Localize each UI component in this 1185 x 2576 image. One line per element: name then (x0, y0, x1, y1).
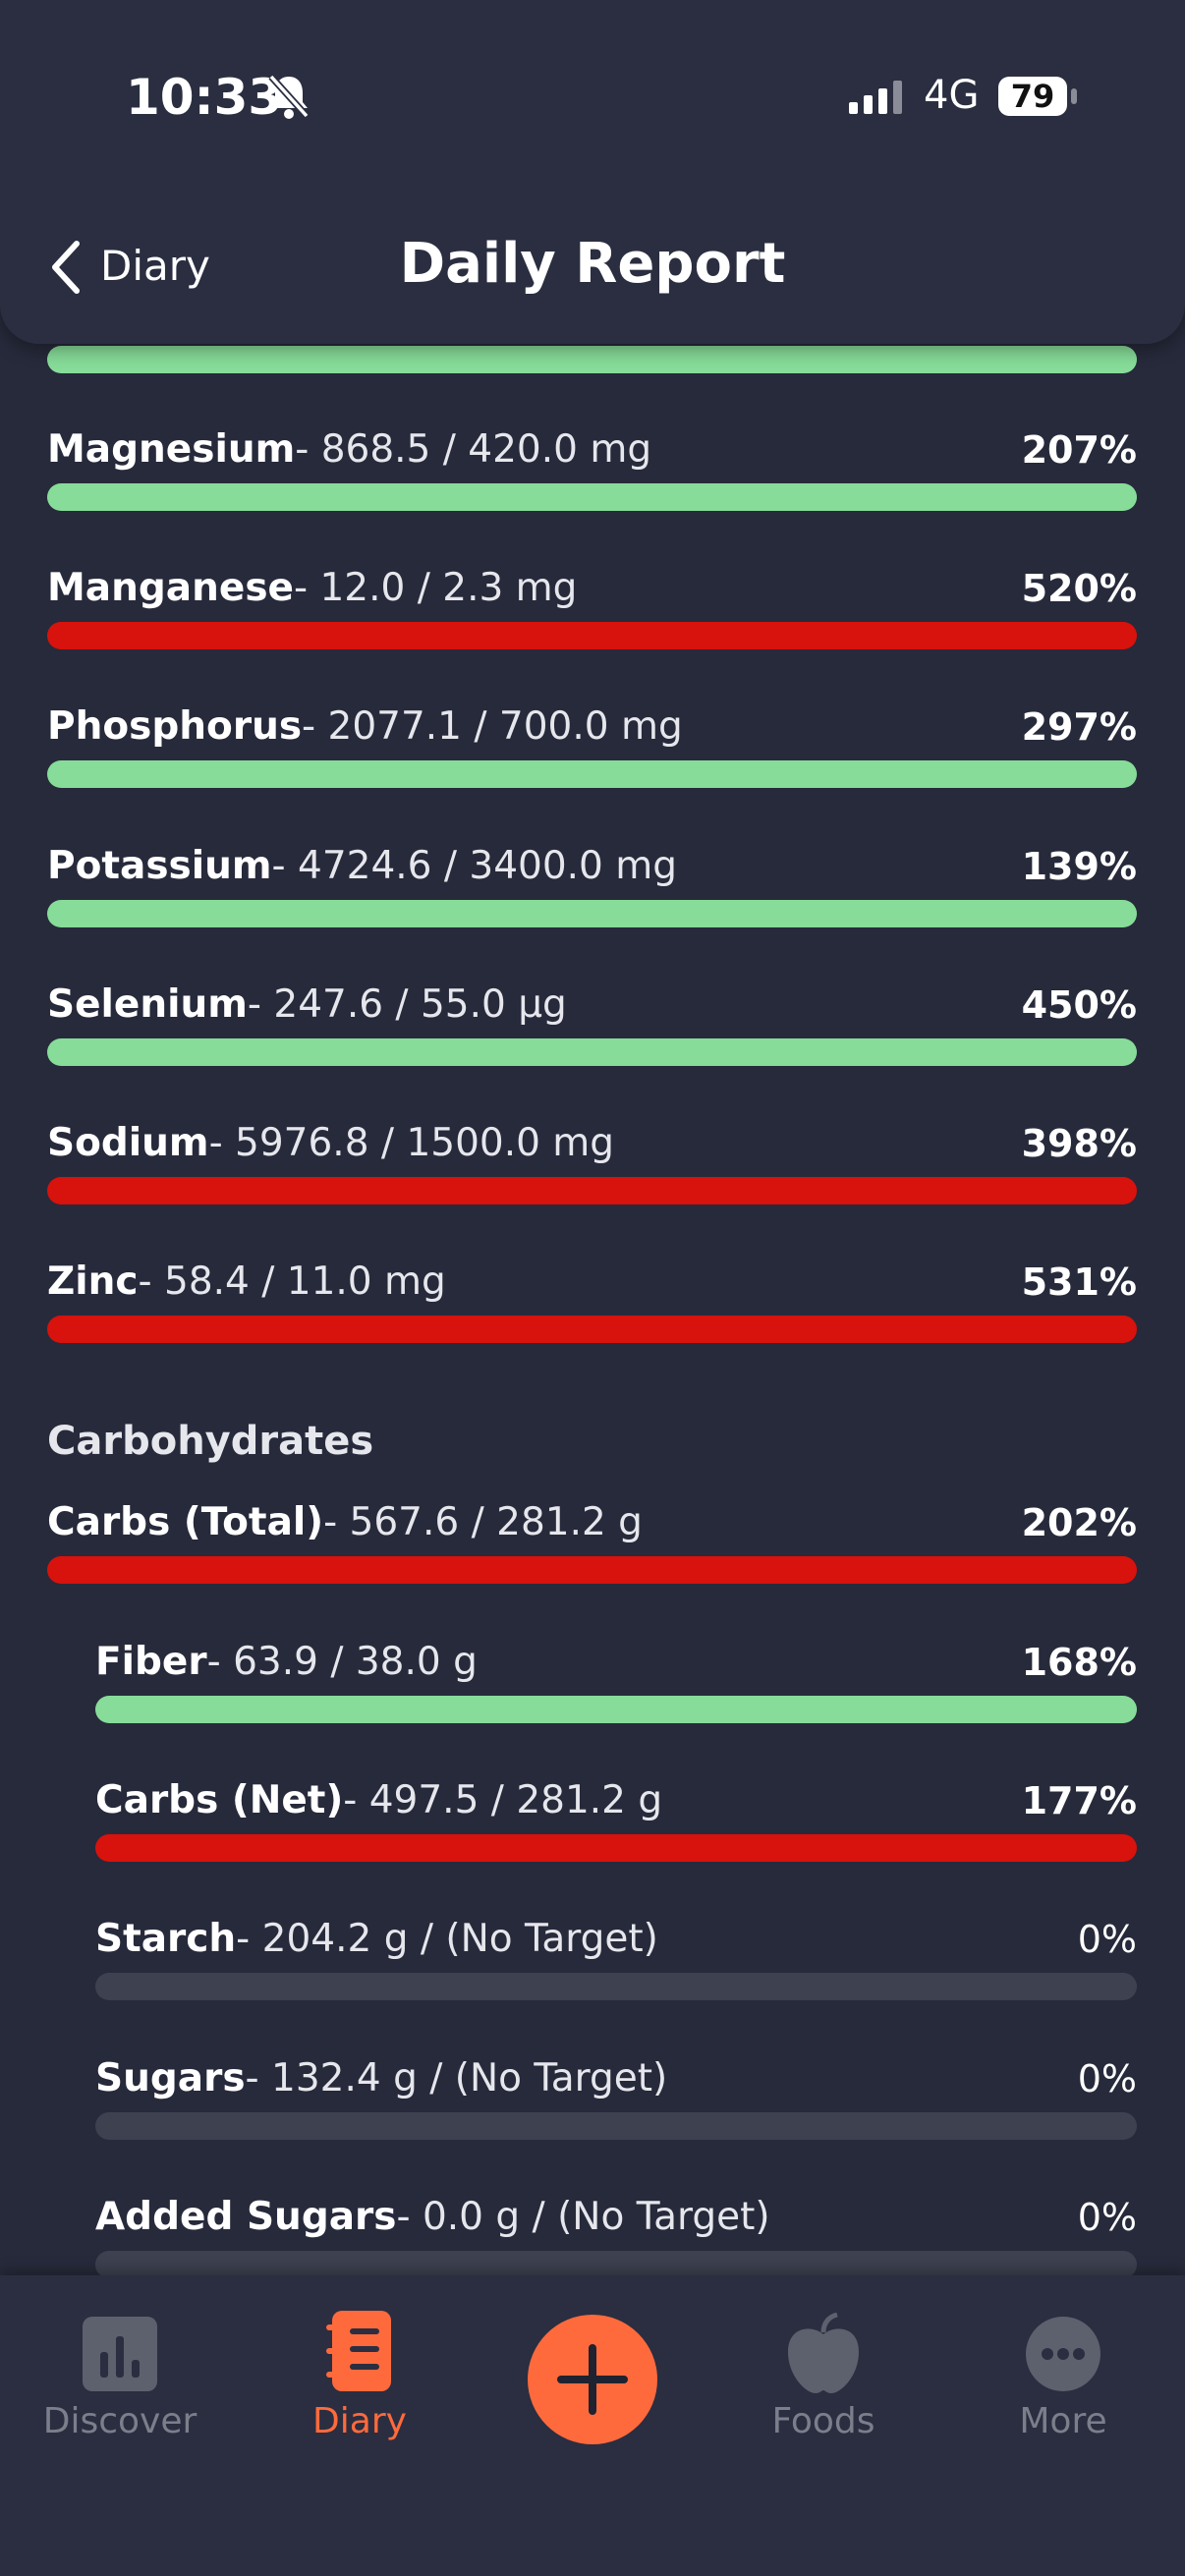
nutrient-detail: - 132.4 g / (No Target) (245, 2055, 668, 2100)
nutrient-percent: 0% (1077, 2195, 1137, 2239)
nutrient-name: Manganese (47, 566, 295, 611)
battery: 79 (998, 77, 1067, 116)
nutrient-detail: - 2077.1 / 700.0 mg (302, 704, 683, 750)
nutrient-label: Carbs (Total)- 567.6 / 281.2 g (47, 1498, 643, 1547)
nutrient-percent: 168% (1021, 1641, 1137, 1684)
progress-bar (95, 1834, 1137, 1863)
progress-bar (47, 760, 1137, 789)
nutrient-label: Zinc- 58.4 / 11.0 mg (47, 1258, 446, 1307)
page-title: Daily Report (399, 232, 786, 296)
network-label: 4G (924, 73, 980, 118)
nutrient-label: Magnesium- 868.5 / 420.0 mg (47, 425, 651, 475)
bell-muted-icon (268, 74, 310, 119)
nutrient-percent: 139% (1021, 844, 1137, 888)
nutrient-detail: - 247.6 / 55.0 µg (247, 981, 567, 1027)
battery-cap (1071, 88, 1077, 104)
nutrient-percent: 202% (1021, 1501, 1137, 1544)
nutrient-name: Phosphorus (47, 704, 303, 750)
progress-bar (95, 2111, 1137, 2140)
nutrient-name: Zinc (47, 1260, 139, 1305)
nutrient-percent: 520% (1021, 567, 1137, 611)
nutrient-name: Magnesium (47, 427, 296, 472)
nutrient-percent: 398% (1021, 1122, 1137, 1165)
nutrient-name: Added Sugars (95, 2194, 397, 2239)
nav-label[interactable]: Foods (771, 2401, 875, 2441)
nutrient-name: Starch (95, 1917, 237, 1962)
back-button[interactable]: Diary (100, 242, 210, 290)
nutrient-detail: - 58.4 / 11.0 mg (138, 1260, 446, 1305)
nutrient-label: Sodium- 5976.8 / 1500.0 mg (47, 1119, 614, 1168)
nutrient-name: Potassium (47, 843, 272, 888)
diary-icon[interactable] (324, 2309, 393, 2393)
back-chevron[interactable] (47, 240, 86, 295)
nutrient-name: Fiber (95, 1640, 207, 1684)
discover-icon[interactable] (81, 2315, 159, 2393)
progress-bar (47, 1556, 1137, 1584)
nutrient-label: Selenium- 247.6 / 55.0 µg (47, 980, 567, 1030)
nutrient-label: Added Sugars- 0.0 g / (No Target) (95, 2193, 770, 2242)
nutrient-name: Carbs (Total) (47, 1500, 324, 1544)
nutrient-detail: - 868.5 / 420.0 mg (295, 427, 652, 472)
nutrient-label: Starch- 204.2 g / (No Target) (95, 1915, 658, 1964)
nutrient-name: Carbs (Net) (95, 1778, 344, 1823)
nutrient-detail: - 0.0 g / (No Target) (396, 2194, 770, 2239)
nutrient-name: Selenium (47, 981, 248, 1027)
nutrient-label: Potassium- 4724.6 / 3400.0 mg (47, 842, 677, 891)
nutrient-percent: 207% (1021, 428, 1137, 472)
nav-label[interactable]: More (1019, 2401, 1107, 2441)
progress-bar (47, 1316, 1137, 1344)
progress-bar (47, 899, 1137, 927)
nav-label[interactable]: Diary (312, 2401, 407, 2441)
progress-bar (47, 622, 1137, 650)
nutrient-name: Sodium (47, 1121, 209, 1165)
progress-bar (95, 1696, 1137, 1723)
progress-bar (95, 1973, 1137, 2001)
nutrient-label: Phosphorus- 2077.1 / 700.0 mg (47, 702, 683, 752)
nutrient-detail: - 63.9 / 38.0 g (206, 1640, 478, 1684)
progress-bar (47, 1177, 1137, 1204)
nutrient-percent: 0% (1077, 1918, 1137, 1962)
nutrient-percent: 0% (1077, 2056, 1137, 2100)
nutrient-detail: - 5976.8 / 1500.0 mg (208, 1121, 615, 1165)
nutrient-label: Manganese- 12.0 / 2.3 mg (47, 564, 577, 613)
nutrient-detail: - 497.5 / 281.2 g (343, 1778, 663, 1823)
nutrient-percent: 177% (1021, 1779, 1137, 1823)
progress-bar (95, 2250, 1137, 2278)
nutrient-detail: - 567.6 / 281.2 g (323, 1500, 643, 1544)
foods-icon[interactable] (784, 2313, 863, 2395)
nutrient-label: Sugars- 132.4 g / (No Target) (95, 2054, 667, 2103)
signal-icon (849, 81, 902, 114)
progress-bar (47, 1037, 1137, 1066)
nutrient-percent: 297% (1021, 705, 1137, 750)
nav-label[interactable]: Discover (42, 2401, 198, 2441)
nutrient-name: Sugars (95, 2055, 246, 2100)
nutrient-percent: 531% (1021, 1260, 1137, 1305)
add-button[interactable] (526, 2313, 659, 2446)
progress-bar (47, 483, 1137, 511)
more-icon[interactable] (1024, 2315, 1102, 2393)
nutrient-detail: - 204.2 g / (No Target) (236, 1917, 658, 1962)
progress-bar (47, 346, 1137, 373)
nutrient-detail: - 4724.6 / 3400.0 mg (271, 843, 678, 888)
section-title: Carbohydrates (47, 1419, 374, 1464)
nutrient-label: Carbs (Net)- 497.5 / 281.2 g (95, 1776, 662, 1825)
bottom-nav: Discover Diary Foods More (0, 2275, 1185, 2576)
nutrient-detail: - 12.0 / 2.3 mg (294, 566, 578, 611)
nutrient-percent: 450% (1021, 982, 1137, 1027)
status-time: 10:33 (126, 69, 283, 126)
nutrient-label: Fiber- 63.9 / 38.0 g (95, 1638, 478, 1687)
header: 10:33 4G 79 Diary Daily Report (0, 0, 1185, 344)
